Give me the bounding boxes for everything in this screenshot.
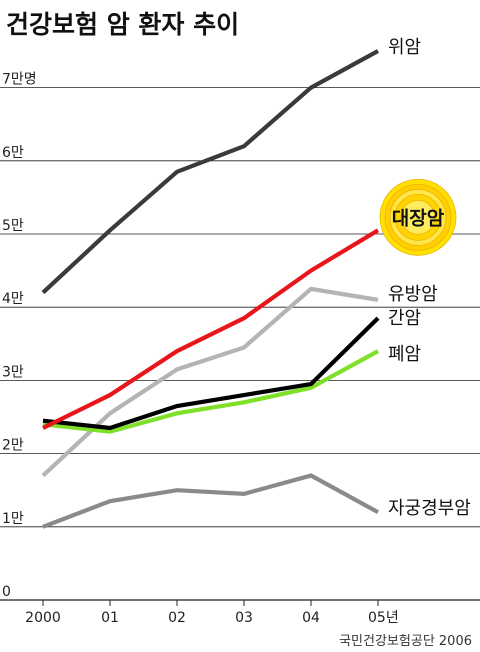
y-tick-label: 1만 — [2, 511, 24, 527]
series-layer — [41, 49, 380, 529]
x-tick-label: 02 — [168, 610, 186, 626]
y-tick-label: 7만명 — [2, 72, 37, 88]
series-line — [42, 228, 380, 430]
y-tick-label: 0 — [2, 584, 11, 600]
highlight-badge-layer — [379, 178, 457, 256]
x-tick-label: 01 — [101, 610, 119, 626]
x-tick-label: 03 — [235, 610, 253, 626]
y-tick-label: 4만 — [2, 291, 24, 307]
highlight-ring — [400, 199, 436, 235]
series-label: 폐암 — [388, 344, 421, 365]
series-label-highlight: 대장암 — [392, 207, 445, 229]
y-tick-label: 6만 — [2, 145, 24, 161]
series-line — [42, 473, 380, 529]
series-line — [42, 316, 380, 431]
series-label: 위암 — [388, 37, 421, 58]
y-tick-label: 3만 — [2, 364, 24, 380]
series-line — [42, 349, 380, 434]
series-label: 자궁경부암 — [388, 498, 471, 519]
x-tick-label: 05년 — [368, 610, 399, 626]
x-tick-label: 04 — [302, 610, 320, 626]
series-label: 간암 — [388, 308, 421, 329]
y-tick-label: 5만 — [2, 218, 24, 234]
series-line — [41, 286, 379, 478]
series-label: 유방암 — [388, 284, 438, 305]
chart-title: 건강보험 암 환자 추이 — [6, 10, 239, 39]
y-tick-label: 2만 — [2, 438, 24, 454]
source-note: 국민건강보험공단 2006 — [339, 634, 472, 649]
series-line — [41, 49, 380, 295]
x-tick-label: 2000 — [25, 610, 61, 626]
grid-layer: 0 1만 2만 3만 4만 5만 6만 7만명 2000 01 02 03 04 05년 — [0, 72, 480, 626]
